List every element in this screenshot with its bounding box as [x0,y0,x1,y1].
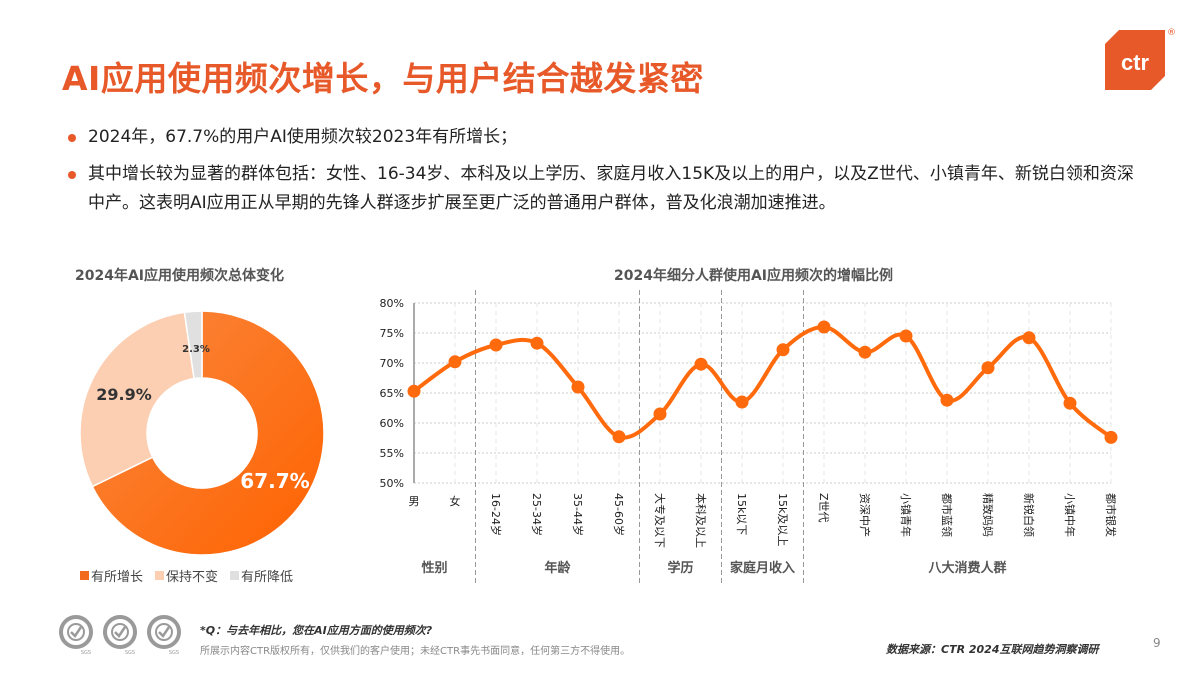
group-label: 八大消费人群 [927,560,1006,576]
data-source: 数据来源：CTR 2024互联网趋势洞察调研 [886,643,1099,656]
ctr-logo: ctr [1105,30,1165,90]
bullet-dot-icon [68,171,76,179]
data-point [858,345,872,359]
x-tick-label: 16-24岁 [489,493,503,536]
donut-chart: 67.7% 29.9% 2.3% [79,310,325,556]
x-tick-label: 35-44岁 [571,493,585,536]
sgs-badge-icon: SGS [59,615,93,655]
x-tick-label: 资深中产 [858,493,872,537]
donut-legend: 有所增长 保持不变 有所降低 [80,566,293,585]
x-tick-label: 都市蓝领 [940,493,954,537]
y-tick-label: 70% [380,357,404,370]
group-label: 家庭月收入 [730,560,795,576]
data-point [735,395,749,409]
data-point [653,407,667,421]
data-point [489,338,503,352]
data-point [817,320,831,334]
x-tick-label: 男 [409,495,420,508]
bullet-dot-icon [68,134,76,142]
x-tick-label: 精致妈妈 [981,493,995,537]
line-chart: 50% 55% 60% 65% 70% 75% 80% 性别 年龄 学历 家庭月收入 八大消费人群 男 女… [380,290,1118,585]
x-tick-label: 新锐白领 [1022,493,1036,537]
donut-chart-title: 2024年AI应用使用频次总体变化 [75,268,285,284]
x-tick-label: 25-34岁 [530,493,544,536]
data-point [1104,430,1118,444]
data-point [612,430,626,444]
registered-mark: ® [1167,28,1176,38]
data-point [530,336,544,350]
page-number: 9 [1153,636,1161,650]
y-tick-label: 50% [380,477,404,490]
y-tick-label: 55% [380,447,404,460]
bullet-item: 2024年，67.7%的用户AI使用频次较2023年有所增长； [62,123,1142,152]
data-point [694,357,708,371]
donut-slice [91,310,325,556]
data-point [940,393,954,407]
legend-swatch-icon [230,571,240,580]
slice-label: 29.9% [96,385,152,404]
y-tick-label: 60% [380,417,404,430]
data-point [571,380,585,394]
x-tick-label: 小镇中年 [1063,493,1077,537]
data-point [448,355,462,369]
x-tick-label: 小镇青年 [899,493,913,537]
series-line [412,324,1113,440]
data-point [1063,396,1077,410]
svg-text:SGS: SGS [81,650,91,655]
sgs-badge-icon: SGS [147,615,181,655]
slice-label: 2.3% [182,344,210,355]
group-label: 学历 [667,560,693,576]
data-point [981,361,995,375]
legend-item: 保持不变 [155,566,218,585]
slice-label: 67.7% [240,469,309,493]
copyright-notice: 所展示内容CTR版权所有，仅供我们的客户使用；未经CTR事先书面同意，任何第三方… [200,646,631,657]
legend-swatch-icon [80,571,89,580]
legend-item: 有所增长 [80,566,143,585]
donut-slice [79,311,195,488]
data-point [899,329,913,343]
group-label: 性别 [421,560,447,576]
svg-text:ctr: ctr [1121,50,1150,75]
x-tick-label: 45-60岁 [612,493,626,536]
x-tick-label: 女 [450,494,461,508]
summary-bullets: 2024年，67.7%的用户AI使用频次较2023年有所增长； 其中增长较为显著… [62,123,1142,226]
legend-swatch-icon [155,571,165,580]
x-tick-label: Z世代 [817,493,830,523]
svg-text:SGS: SGS [125,650,135,655]
donut-slice [183,310,203,380]
y-tick-label: 65% [380,387,404,400]
line-chart-title: 2024年细分人群使用AI应用频次的增幅比例 [614,268,894,284]
y-tick-label: 75% [380,327,404,340]
page-title: AI应用使用频次增长，与用户结合越发紧密 [62,59,704,98]
legend-item: 有所降低 [230,566,293,585]
x-tick-label: 本科及以上 [694,493,708,548]
x-tick-label: 大专及以下 [653,493,667,548]
svg-text:SGS: SGS [169,650,179,655]
x-tick-label: 15k及以上 [776,493,789,546]
group-label: 年龄 [544,560,571,576]
x-tick-label: 15k以下 [735,493,748,535]
data-point [776,343,790,357]
bullet-item: 其中增长较为显著的群体包括：女性、16-34岁、本科及以上学历、家庭月收入15K… [62,160,1142,218]
survey-question: *Q：与去年相比，您在AI应用方面的使用频次? [200,624,433,637]
x-tick-label: 都市银发 [1104,493,1118,537]
sgs-badge-icon: SGS [103,615,137,655]
y-tick-label: 80% [380,297,404,310]
data-point [407,384,421,398]
data-point [1022,331,1036,345]
certification-badges: SGS SGS SGS [58,615,182,655]
